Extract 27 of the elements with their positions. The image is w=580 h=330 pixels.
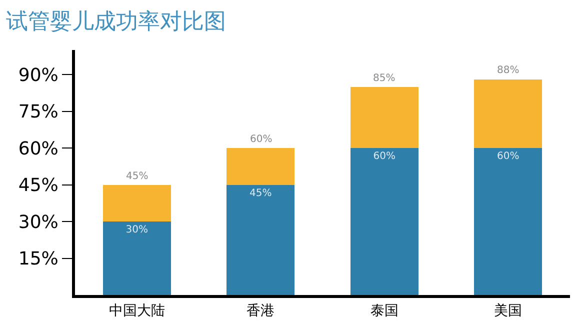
bar xyxy=(226,148,295,185)
data-label: 60% xyxy=(373,151,396,162)
bar xyxy=(474,79,542,148)
x-tick-label: 香港 xyxy=(246,302,275,319)
bar xyxy=(102,222,171,295)
total-label: 45% xyxy=(126,171,148,182)
data-label: 60% xyxy=(497,151,520,162)
x-tick-label: 中国大陆 xyxy=(108,302,165,319)
total-label: 85% xyxy=(373,73,396,84)
total-label: 88% xyxy=(497,65,520,76)
bar xyxy=(350,86,418,148)
y-tick-label: 15% xyxy=(18,248,58,270)
y-tick-label: 60% xyxy=(18,138,58,160)
y-tick-label: 45% xyxy=(18,175,58,196)
y-tick-label: 75% xyxy=(18,102,58,123)
y-tick-label: 90% xyxy=(18,64,58,86)
bar xyxy=(226,184,295,295)
bar xyxy=(474,148,542,295)
data-label: 30% xyxy=(126,224,148,236)
bar xyxy=(350,148,418,295)
data-label: 45% xyxy=(250,188,272,199)
x-tick-label: 泰国 xyxy=(370,302,398,319)
x-tick-label: 美国 xyxy=(494,302,522,319)
chart-title: 试管婴儿成功率对比图 xyxy=(6,10,226,35)
total-label: 60% xyxy=(250,134,272,145)
bar xyxy=(102,184,171,222)
y-tick-label: 30% xyxy=(18,212,58,233)
